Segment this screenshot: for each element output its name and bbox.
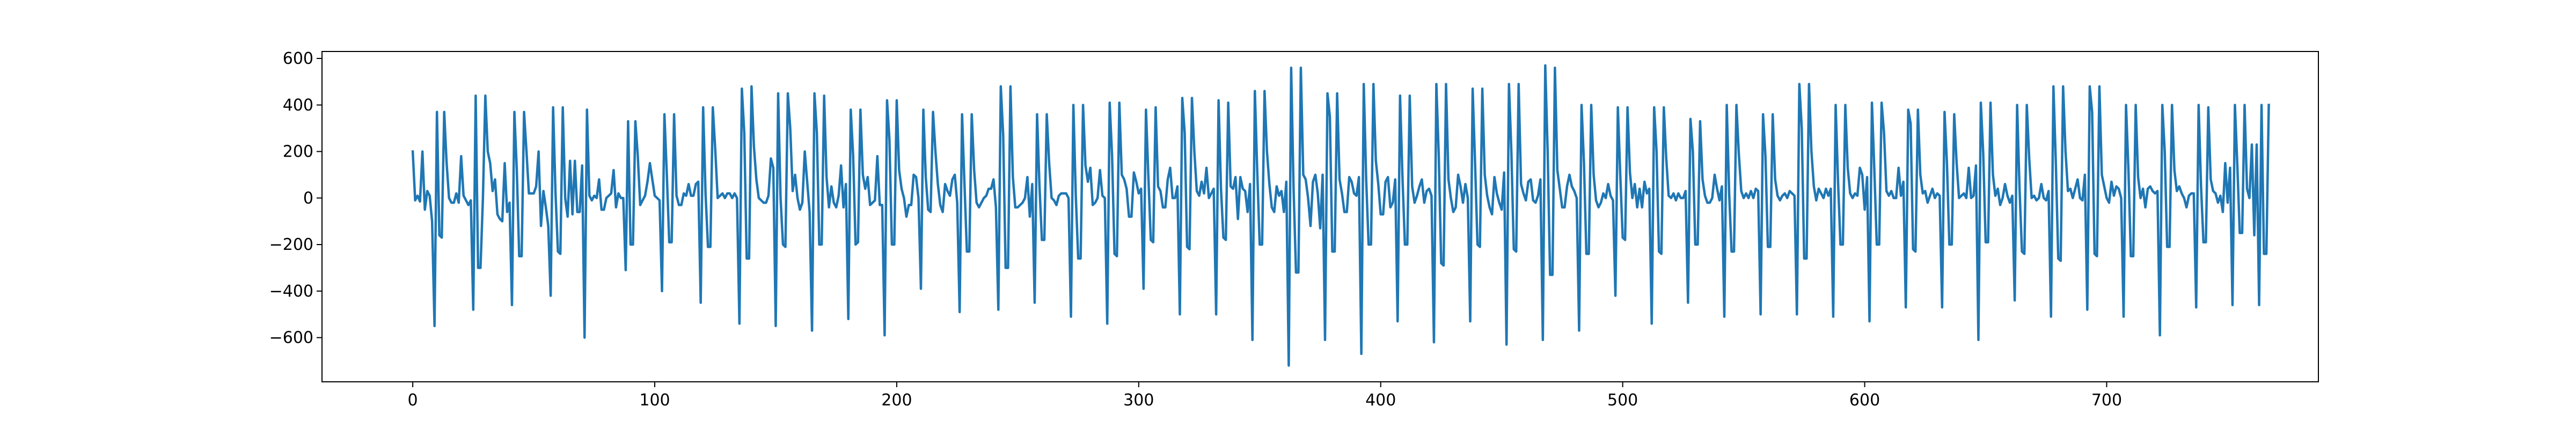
x-tick-label: 0 bbox=[408, 391, 418, 410]
y-tick-label: 600 bbox=[283, 49, 313, 68]
x-tick-label: 700 bbox=[2091, 391, 2122, 410]
y-tick-label: −600 bbox=[269, 329, 313, 347]
y-tick-label: −400 bbox=[269, 282, 313, 301]
series-line bbox=[411, 64, 2270, 367]
x-tick-label: 100 bbox=[639, 391, 670, 410]
y-tick-label: 200 bbox=[283, 143, 313, 161]
x-tick-label: 600 bbox=[1849, 391, 1880, 410]
y-tick-label: −200 bbox=[269, 235, 313, 254]
y-tick-label: 400 bbox=[283, 96, 313, 115]
x-axis: 0 100 200 300 400 500 600 700 bbox=[408, 382, 2122, 410]
x-tick-label: 300 bbox=[1123, 391, 1154, 410]
x-tick-label: 400 bbox=[1365, 391, 1396, 410]
x-tick-label: 200 bbox=[881, 391, 912, 410]
y-axis: −600 −400 −200 0 200 400 600 bbox=[269, 49, 322, 347]
plot-frame bbox=[321, 51, 2319, 382]
x-tick-label: 500 bbox=[1607, 391, 1638, 410]
y-tick-label: 0 bbox=[303, 189, 313, 208]
